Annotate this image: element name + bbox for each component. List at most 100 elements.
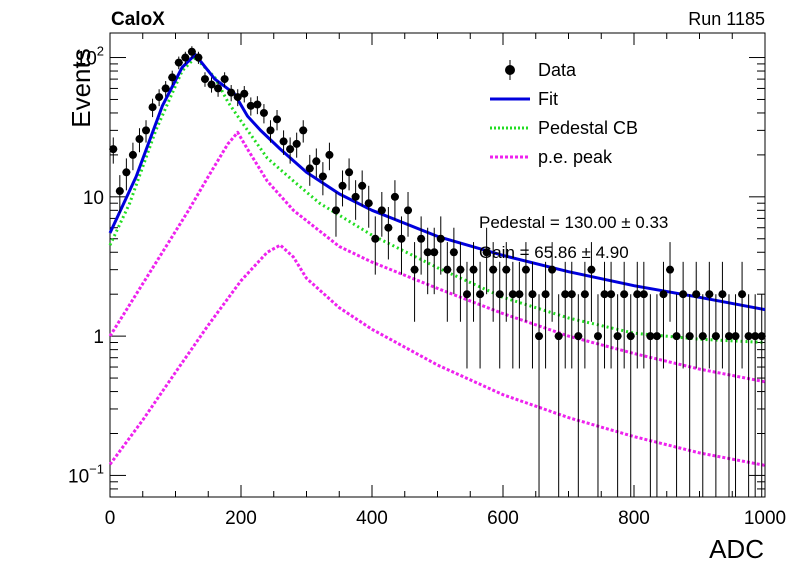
data-point xyxy=(561,290,570,299)
data-point xyxy=(214,84,223,93)
data-point xyxy=(449,248,458,257)
data-point xyxy=(286,145,295,154)
x-tick-label: 600 xyxy=(487,508,519,529)
data-point xyxy=(600,290,609,299)
data-point xyxy=(613,332,622,341)
data-point xyxy=(666,265,675,274)
y-tick-exponent: −1 xyxy=(89,461,104,476)
data-point xyxy=(181,53,190,62)
data-point xyxy=(253,100,262,109)
x-tick-label: 200 xyxy=(225,508,257,529)
data-point xyxy=(259,108,268,117)
data-point xyxy=(299,126,308,135)
data-point xyxy=(384,223,393,232)
data-point xyxy=(574,332,583,341)
legend-label: p.e. peak xyxy=(538,147,613,167)
data-point xyxy=(685,332,694,341)
data-point xyxy=(462,290,471,299)
y-tick-label: 1 xyxy=(93,327,104,348)
data-point xyxy=(246,101,255,110)
data-point xyxy=(410,265,419,274)
data-point xyxy=(331,206,340,215)
data-point xyxy=(456,265,465,274)
legend-label: Pedestal CB xyxy=(538,118,638,138)
data-point xyxy=(541,290,550,299)
data-point xyxy=(273,115,282,124)
data-point xyxy=(718,290,727,299)
data-point xyxy=(620,290,629,299)
data-point xyxy=(227,88,236,97)
data-point xyxy=(535,332,544,341)
data-point xyxy=(607,290,616,299)
y-tick-label: 10−1 xyxy=(68,461,104,487)
data-point xyxy=(633,290,642,299)
data-point xyxy=(135,135,144,144)
data-point xyxy=(476,290,485,299)
legend: Data Fit Pedestal CB p.e. peak xyxy=(490,60,638,167)
data-point xyxy=(698,332,707,341)
data-point xyxy=(508,290,517,299)
legend-data-marker xyxy=(505,65,515,75)
data-point xyxy=(318,172,327,181)
pedestal-stat: Pedestal = 130.00 ± 0.33 xyxy=(479,213,668,232)
data-point xyxy=(351,192,360,201)
data-point xyxy=(423,248,432,257)
data-point xyxy=(515,290,524,299)
x-tick-label: 400 xyxy=(356,508,388,529)
gain-stat: Gain = 65.86 ± 4.90 xyxy=(479,243,629,262)
data-point xyxy=(161,84,170,93)
data-point xyxy=(646,332,655,341)
data-point xyxy=(364,199,373,208)
data-point xyxy=(200,75,209,84)
data-point xyxy=(358,181,367,190)
data-point xyxy=(194,53,203,62)
data-point xyxy=(502,265,511,274)
data-point xyxy=(240,89,249,98)
data-point xyxy=(417,234,426,243)
legend-label: Fit xyxy=(538,89,558,109)
x-tick-label: 1000 xyxy=(744,508,786,529)
data-point xyxy=(168,73,177,82)
data-point xyxy=(109,145,118,154)
data-point xyxy=(489,265,498,274)
data-point xyxy=(528,290,537,299)
data-point xyxy=(115,187,124,196)
data-point xyxy=(266,126,275,135)
data-point xyxy=(659,290,668,299)
experiment-label: CaloX xyxy=(111,9,165,30)
y-tick-exponent: 2 xyxy=(97,44,104,59)
x-tick-label: 0 xyxy=(105,508,116,529)
data-point xyxy=(377,206,386,215)
data-point xyxy=(443,265,452,274)
y-tick-label: 102 xyxy=(76,44,104,70)
data-point xyxy=(128,150,137,159)
data-point xyxy=(482,248,491,257)
data-point xyxy=(626,332,635,341)
data-point xyxy=(587,265,596,274)
data-point xyxy=(580,290,589,299)
data-point xyxy=(338,181,347,190)
data-point xyxy=(751,332,760,341)
data-point xyxy=(757,332,766,341)
data-point xyxy=(495,290,504,299)
data-point xyxy=(312,157,321,166)
y-tick-label: 10 xyxy=(83,188,104,209)
data-point xyxy=(593,332,602,341)
data-point xyxy=(738,290,747,299)
data-point xyxy=(436,234,445,243)
data-point xyxy=(469,265,478,274)
data-point xyxy=(521,265,530,274)
data-point xyxy=(404,206,413,215)
data-point xyxy=(279,137,288,146)
y-tick-base: 10 xyxy=(68,466,89,487)
x-tick-label: 800 xyxy=(618,508,650,529)
y-tick-base: 10 xyxy=(76,49,97,70)
data-point xyxy=(187,47,196,56)
data-point xyxy=(390,192,399,201)
data-point xyxy=(567,290,576,299)
data-point xyxy=(705,290,714,299)
data-point xyxy=(724,332,733,341)
data-point xyxy=(672,332,681,341)
data-point xyxy=(652,332,661,341)
